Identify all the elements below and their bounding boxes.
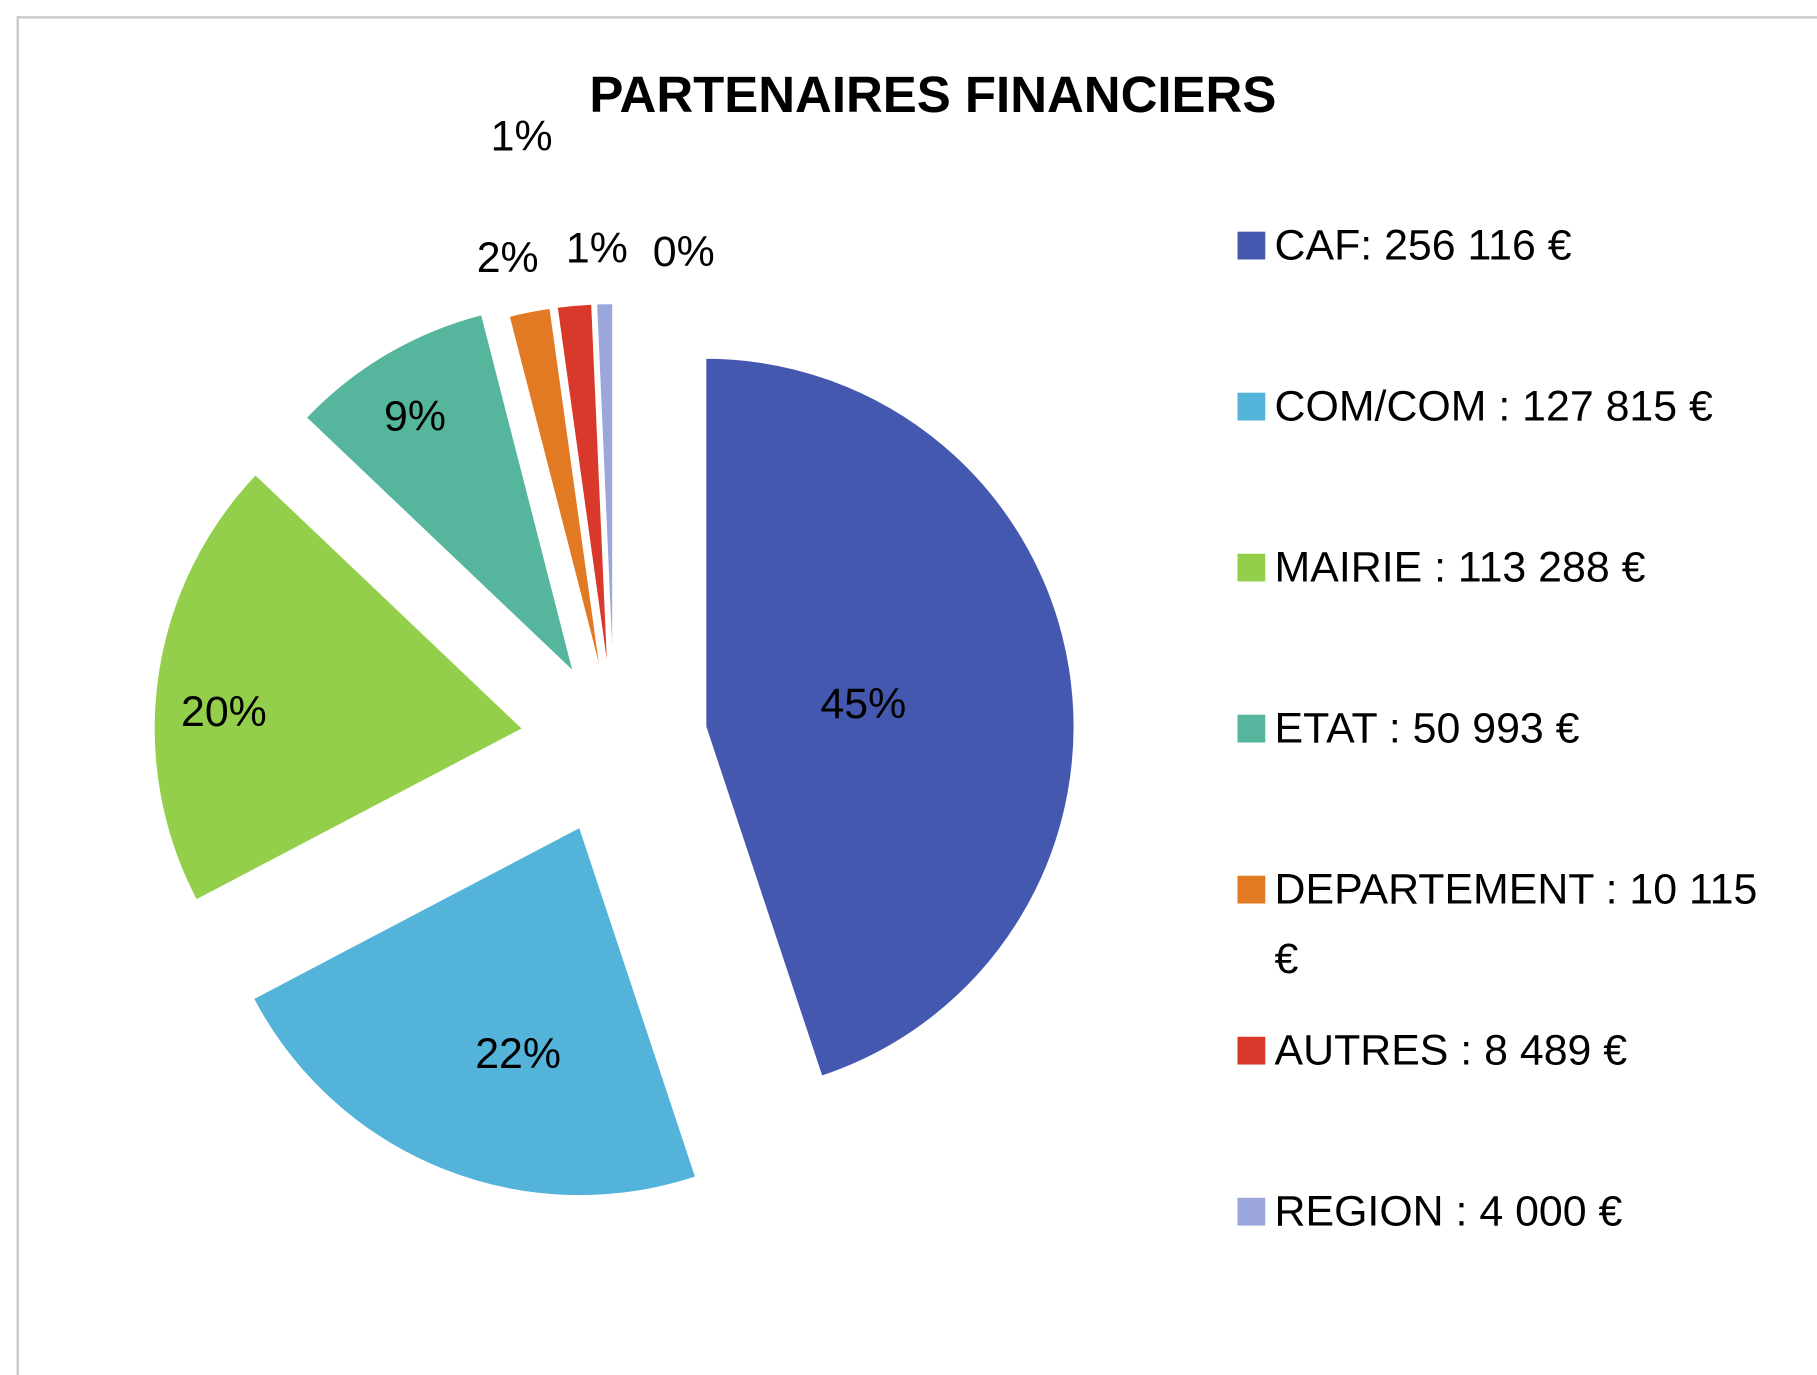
- slice-label: 2%: [477, 234, 539, 282]
- pie-slice: [305, 313, 575, 674]
- legend-swatch: [1237, 875, 1266, 904]
- slice-label: 45%: [820, 680, 906, 728]
- slice-label: 1%: [491, 112, 553, 160]
- legend-entry: REGION : 4 000 €: [1274, 1187, 1623, 1235]
- legend-swatch: [1237, 714, 1266, 743]
- legend-label: CAF: 256 116 €: [1274, 221, 1572, 269]
- slice-label: 22%: [475, 1030, 561, 1078]
- legend-label: AUTRES : 8 489 €: [1274, 1026, 1628, 1074]
- legend-label: DEPARTEMENT : 10 115 €: [1274, 865, 1758, 983]
- legend-entry: DEPARTEMENT : 10 115 €: [1274, 865, 1758, 983]
- legend-swatch: [1237, 1197, 1266, 1226]
- slice-label: 0%: [653, 228, 715, 276]
- legend-label: MAIRIE : 113 288 €: [1274, 543, 1646, 591]
- pie-slice: [252, 826, 697, 1197]
- slice-label: 1%: [566, 225, 628, 273]
- pie-slice: [153, 473, 524, 901]
- legend-swatch: [1237, 1036, 1266, 1065]
- legend-entry: AUTRES : 8 489 €: [1274, 1026, 1628, 1074]
- legend-entry: CAF: 256 116 €: [1274, 221, 1572, 269]
- pie-slice: [556, 303, 609, 673]
- legend-swatch: [1237, 231, 1266, 260]
- legend-swatch: [1237, 392, 1266, 421]
- pie-slice: [705, 357, 1075, 1077]
- slice-label: 20%: [181, 688, 267, 736]
- legend-entry: COM/COM : 127 815 €: [1274, 382, 1713, 430]
- legend-entry: ETAT : 50 993 €: [1274, 704, 1580, 752]
- legend-label: REGION : 4 000 €: [1274, 1187, 1623, 1235]
- chart-title: PARTENAIRES FINANCIERS: [589, 66, 1276, 123]
- legend-entry: MAIRIE : 113 288 €: [1274, 543, 1646, 591]
- legend-label: COM/COM : 127 815 €: [1274, 382, 1713, 430]
- pie-slice: [595, 302, 614, 672]
- legend-swatch: [1237, 553, 1266, 582]
- pie-slice: [508, 307, 602, 674]
- legend-label: ETAT : 50 993 €: [1274, 704, 1580, 752]
- slice-label: 9%: [384, 393, 446, 441]
